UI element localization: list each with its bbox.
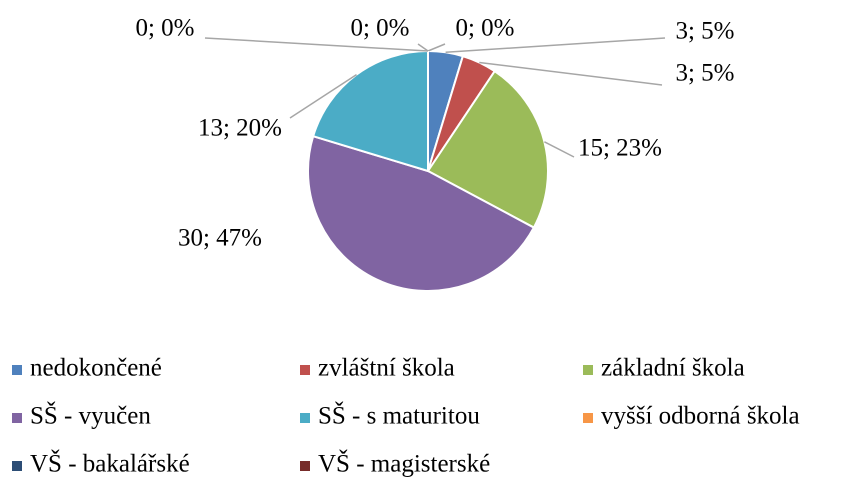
legend-label: SŠ - s maturitou	[318, 401, 480, 430]
legend-swatch	[300, 461, 310, 471]
legend-label: SŠ - vyučen	[30, 401, 151, 430]
leader-line	[479, 61, 663, 86]
leader-line	[289, 73, 357, 119]
leader-line	[417, 43, 429, 52]
data-label: 0; 0%	[135, 15, 194, 42]
legend-label: VŠ - bakalářské	[30, 449, 190, 478]
legend-label: VŠ - magisterské	[318, 449, 490, 478]
legend-swatch	[12, 461, 22, 471]
pie-slice	[311, 49, 429, 173]
legend-label: nedokončené	[30, 355, 162, 382]
data-label: 30; 47%	[178, 225, 262, 252]
data-label: 0; 0%	[455, 15, 514, 42]
leader-line	[445, 37, 666, 54]
legend-swatch	[300, 365, 310, 375]
legend-swatch	[583, 413, 593, 423]
legend-label: vyšší odborná škola	[601, 403, 800, 430]
pie-slice	[307, 134, 536, 292]
legend-swatch	[583, 365, 593, 375]
legend-swatch	[12, 413, 22, 423]
data-label: 3; 5%	[675, 18, 734, 45]
legend-label: základní škola	[601, 355, 745, 382]
legend-swatch	[300, 413, 310, 423]
data-label: 13; 20%	[198, 115, 282, 142]
data-label: 3; 5%	[675, 60, 734, 87]
data-label: 15; 23%	[578, 135, 662, 162]
data-label: 0; 0%	[350, 15, 409, 42]
leader-line	[204, 37, 429, 52]
leader-line	[427, 43, 446, 52]
leader-line	[544, 141, 575, 158]
legend-label: zvláštní škola	[318, 355, 455, 382]
legend-swatch	[12, 365, 22, 375]
